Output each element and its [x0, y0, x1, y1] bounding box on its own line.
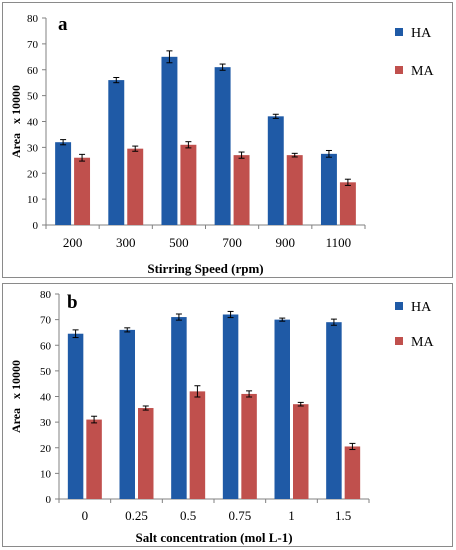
x-tick-label: 0.5 — [180, 508, 196, 523]
x-tick-label: 700 — [222, 235, 242, 250]
bar-ha — [119, 329, 135, 499]
bar-ma — [286, 155, 303, 225]
legend-swatch-ha — [395, 302, 403, 310]
bar-ma — [344, 446, 361, 499]
bar-ma — [189, 391, 206, 499]
legend-swatch-ma — [395, 66, 403, 74]
y-tick-label: 30 — [27, 142, 39, 154]
x-tick-label: 0 — [82, 508, 89, 523]
bar-ha — [326, 322, 342, 499]
panel-label: a — [58, 14, 68, 35]
bar-ha — [67, 333, 84, 499]
y-tick-label: 30 — [40, 417, 52, 429]
x-tick-label: 300 — [116, 235, 136, 250]
x-tick-label: 1100 — [326, 235, 352, 250]
x-axis-label: Stirring Speed (rpm) — [147, 261, 263, 276]
x-tick-label: 0.75 — [228, 508, 251, 523]
y-tick-label: 10 — [40, 468, 52, 480]
x-tick-label: 900 — [276, 235, 296, 250]
y-axis-label: Area x 10000 — [9, 85, 23, 158]
y-tick-label: 0 — [46, 494, 52, 506]
bar-ma — [127, 148, 144, 225]
chart-panel-a: 0 10 20 30 40 50 60 70 80 200 300 500 700 900 1100 a HA M… — [2, 2, 453, 278]
bar-ma — [86, 419, 102, 499]
bar-ha — [267, 116, 284, 225]
panel-label: b — [67, 292, 78, 313]
legend-label-ha: HA — [411, 300, 432, 315]
legend-label-ma: MA — [411, 335, 434, 350]
y-axis-label: Area x 10000 — [9, 360, 23, 433]
legend-swatch-ma — [395, 337, 403, 345]
y-tick-label: 70 — [40, 315, 52, 327]
y-tick-label: 60 — [27, 65, 39, 77]
bar-ha — [161, 56, 178, 225]
bar-ha — [222, 314, 239, 499]
x-tick-label: 500 — [169, 235, 189, 250]
bar-ha — [274, 319, 290, 499]
y-tick-label: 60 — [40, 340, 52, 352]
chart-b-svg: 0 10 20 30 40 50 60 70 80 0 0.25 0.5 0.75 1 1.5 b HA MA Sa… — [9, 289, 434, 545]
y-tick-label: 40 — [27, 117, 39, 129]
x-tick-label: 1.5 — [335, 508, 351, 523]
bar-ma — [180, 144, 197, 225]
x-tick-label: 200 — [63, 235, 83, 250]
bar-ha — [108, 80, 125, 225]
y-tick-label: 10 — [27, 194, 39, 206]
y-tick-label: 0 — [33, 220, 39, 232]
legend-label-ha: HA — [411, 26, 432, 41]
bar-ma — [233, 155, 250, 225]
legend-swatch-ha — [395, 28, 403, 36]
bar-ha — [214, 67, 231, 225]
bar-ha — [171, 317, 187, 499]
chart-a-svg: 0 10 20 30 40 50 60 70 80 200 300 500 700 900 1100 a HA M… — [9, 13, 434, 276]
bar-ma — [339, 182, 356, 225]
chart-panel-b: 0 10 20 30 40 50 60 70 80 0 0.25 0.5 0.75 1 1.5 b HA MA Sa… — [2, 283, 453, 547]
bar-ma — [293, 404, 309, 499]
bar-ma — [74, 157, 91, 225]
y-tick-label: 80 — [27, 13, 39, 25]
y-tick-label: 50 — [40, 366, 52, 378]
y-tick-label: 50 — [27, 91, 39, 103]
y-tick-label: 70 — [27, 39, 39, 51]
x-tick-label: 0.25 — [125, 508, 148, 523]
bar-ma — [138, 408, 154, 499]
bar-ha — [55, 142, 72, 225]
x-tick-label: 1 — [288, 508, 295, 523]
x-axis-label: Salt concentration (mol L-1) — [135, 530, 292, 545]
legend-label-ma: MA — [411, 64, 434, 79]
y-tick-label: 80 — [40, 289, 52, 301]
bar-ha — [320, 153, 337, 225]
bar-ma — [241, 393, 257, 499]
y-tick-label: 20 — [27, 168, 39, 180]
y-tick-label: 20 — [40, 443, 52, 455]
y-tick-label: 40 — [40, 392, 52, 404]
